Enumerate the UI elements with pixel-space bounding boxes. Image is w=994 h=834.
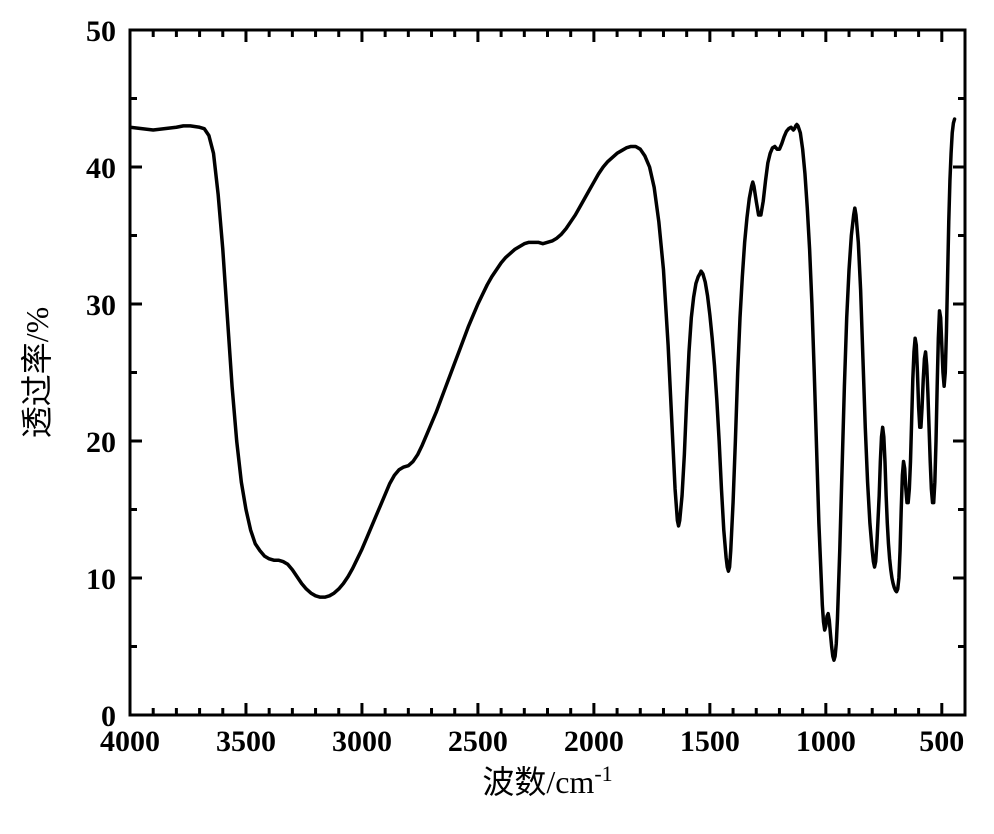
y-tick-label: 50 [86, 15, 116, 48]
x-tick-label: 3500 [216, 725, 276, 758]
x-axis-label: 波数/cm-1 [482, 761, 612, 801]
x-tick-label: 500 [919, 725, 964, 758]
y-tick-label: 40 [86, 152, 116, 185]
chart-svg: 4000350030002500200015001000500010203040… [0, 0, 994, 834]
x-tick-label: 2500 [448, 725, 508, 758]
x-tick-label: 3000 [332, 725, 392, 758]
y-tick-label: 0 [101, 700, 116, 733]
x-tick-label: 2000 [564, 725, 624, 758]
x-tick-label: 1000 [796, 725, 856, 758]
y-tick-label: 30 [86, 289, 116, 322]
y-tick-label: 20 [86, 426, 116, 459]
x-tick-label: 1500 [680, 725, 740, 758]
y-tick-label: 10 [86, 563, 116, 596]
spectrum-chart: 4000350030002500200015001000500010203040… [0, 0, 994, 834]
y-axis-label: 透过率/% [19, 307, 55, 439]
